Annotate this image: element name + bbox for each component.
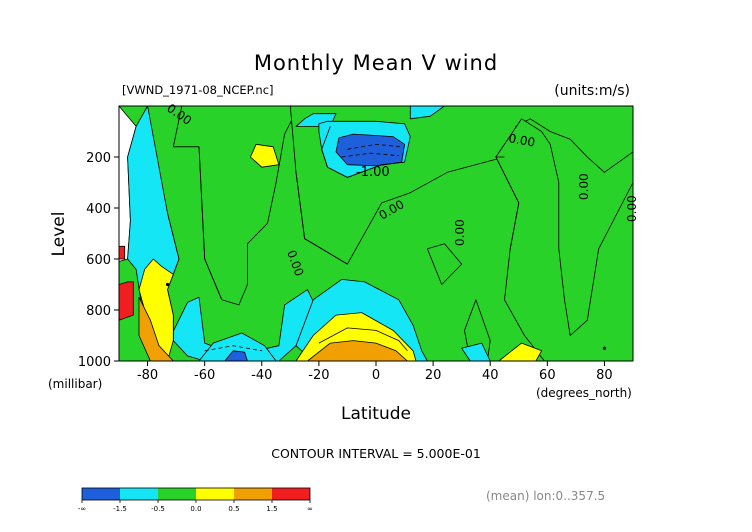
contour-lines — [165, 126, 607, 352]
x-tick-label: -60 — [194, 368, 215, 383]
x-tick-label: 40 — [482, 368, 499, 383]
colorbar-swatch — [82, 488, 120, 500]
y-axis: 200 400 600 800 1000 — [78, 151, 119, 370]
x-tick-label: -80 — [137, 368, 158, 383]
x-tick-label: 80 — [596, 368, 613, 383]
footer-note: (mean) lon:0..357.5 — [486, 489, 605, 503]
contour-region — [249, 143, 280, 168]
colorbar-swatch — [196, 488, 234, 500]
y-tick-label: 400 — [86, 202, 111, 217]
source-label: [VWND_1971-08_NCEP.nc] — [122, 83, 274, 97]
y-tick-label: 1000 — [78, 355, 111, 370]
colorbar: -∞ -1.5 -0.5 0.0 0.5 1.5 ∞ — [78, 487, 313, 513]
colorbar-label: 1.5 — [266, 505, 277, 513]
contour-line — [198, 146, 223, 300]
contour-marker — [165, 282, 170, 287]
y-axis-units: (millibar) — [48, 377, 102, 391]
colorbar-swatch — [234, 488, 272, 500]
x-tick-label: 0 — [372, 368, 380, 383]
contour-marker — [602, 346, 607, 350]
contour-line — [318, 327, 408, 352]
contour-region — [118, 281, 134, 321]
colorbar-label: 0.0 — [190, 505, 201, 513]
contour-label: 0.00 — [507, 131, 536, 149]
contour-label: -1.00 — [356, 165, 390, 180]
contour-label: 0.00 — [453, 219, 467, 246]
contour-line — [341, 152, 399, 158]
contour-label: 0.00 — [577, 173, 591, 200]
colorbar-label: ∞ — [307, 505, 313, 513]
x-tick-label: -20 — [308, 368, 329, 383]
contour-line — [347, 143, 402, 150]
chart-title: Monthly Mean V wind — [254, 51, 498, 75]
colorbar-label: 0.5 — [228, 505, 239, 513]
contour-line — [167, 213, 180, 275]
y-axis-label: Level — [49, 212, 69, 257]
contour-line — [321, 126, 405, 178]
contour-interval-text: CONTOUR INTERVAL = 5.000E-01 — [271, 446, 481, 461]
colorbar-swatch — [158, 488, 196, 500]
x-tick-label: -40 — [251, 368, 272, 383]
colorbar-swatch — [120, 488, 158, 500]
contour-line — [295, 172, 348, 265]
contour-label: 0.00 — [625, 195, 639, 222]
colorbar-label: -∞ — [78, 505, 86, 513]
colorbar-swatch — [272, 488, 310, 500]
y-tick-label: 200 — [86, 151, 111, 166]
contour-region — [118, 245, 126, 260]
contour-region — [335, 133, 406, 167]
plot-area: 0.00 -1.00 0.00 0.00 0.00 0.00 0.00 0.00 — [118, 101, 639, 362]
contour-region — [426, 243, 463, 285]
contour-fills — [118, 105, 634, 362]
y-tick-label: 800 — [86, 304, 111, 319]
colorbar-label: -1.5 — [113, 505, 127, 513]
contour-line — [204, 345, 262, 352]
x-axis-label: Latitude — [341, 404, 411, 424]
x-axis-units: (degrees_north) — [536, 386, 632, 400]
x-tick-label: 60 — [539, 368, 556, 383]
x-tick-label: 20 — [425, 368, 442, 383]
units-label: (units:m/s) — [554, 83, 630, 99]
colorbar-label: -0.5 — [151, 505, 165, 513]
contour-line — [495, 156, 520, 249]
y-tick-label: 600 — [86, 253, 111, 268]
x-axis: -80 -60 -40 -20 0 20 40 60 80 — [137, 361, 613, 383]
